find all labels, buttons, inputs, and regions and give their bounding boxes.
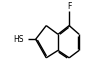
Text: F: F	[67, 2, 71, 11]
Text: HS: HS	[13, 35, 23, 44]
